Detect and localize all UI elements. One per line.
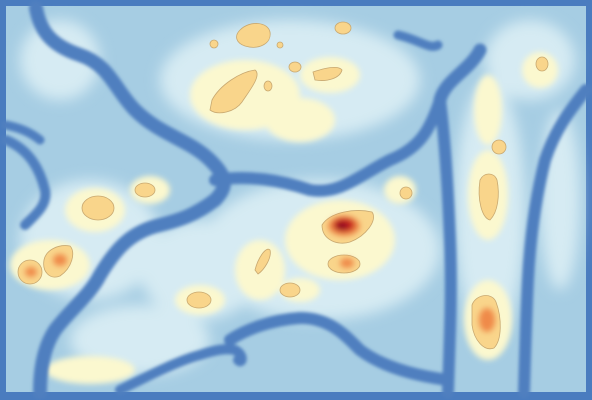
peak-center-sw <box>186 291 212 309</box>
peak-east-2 <box>491 139 507 155</box>
summit-center-dark <box>336 222 348 230</box>
peak-west-2 <box>134 182 156 198</box>
peak-center-mid <box>279 282 301 298</box>
peak-north-7 <box>263 80 273 92</box>
peak-north-6 <box>209 39 219 49</box>
summit-center-lower <box>340 258 354 268</box>
peak-ne <box>535 56 549 72</box>
peak-east-1 <box>478 173 499 221</box>
summit-west-b <box>25 267 37 277</box>
peak-north-4 <box>334 21 352 35</box>
summits-layer <box>25 216 495 332</box>
peak-west-1 <box>81 195 115 221</box>
peak-center-ridge <box>254 248 271 275</box>
peak-north-5 <box>288 61 302 73</box>
summit-east <box>479 308 495 332</box>
peak-north-2 <box>209 69 258 114</box>
peak-north-3 <box>312 66 343 81</box>
summit-west-a <box>53 254 67 266</box>
peak-north-8 <box>276 41 284 49</box>
peak-north-1 <box>236 23 271 48</box>
peak-center-ne <box>399 186 413 200</box>
